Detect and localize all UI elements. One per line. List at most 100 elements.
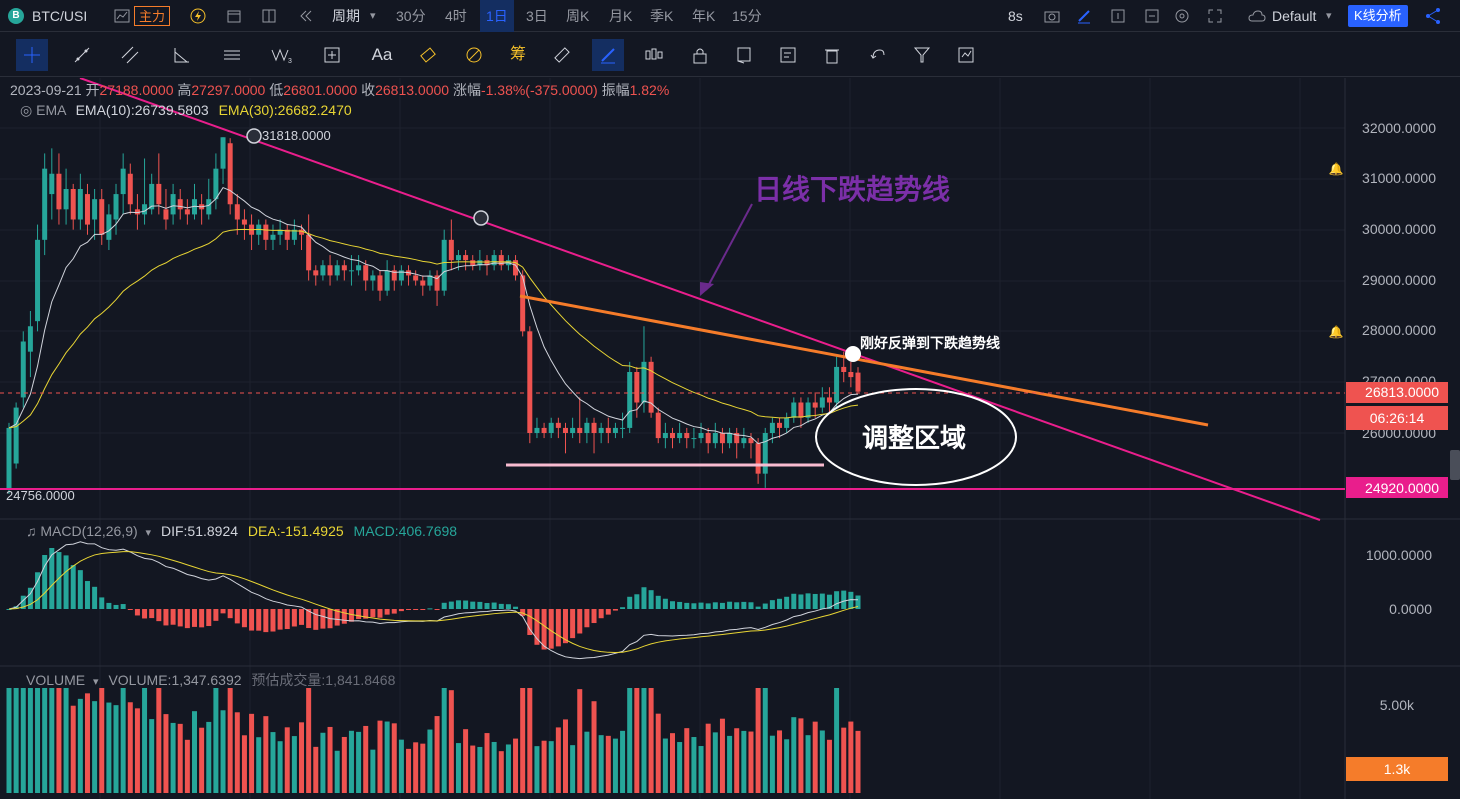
measure-icon[interactable] bbox=[316, 39, 348, 71]
fullscreen-icon[interactable] bbox=[1207, 0, 1223, 32]
add-window-icon[interactable] bbox=[1110, 0, 1126, 32]
alert-bell-icon[interactable]: 🔔 bbox=[1329, 325, 1344, 339]
interval-week[interactable]: 周K bbox=[566, 8, 590, 24]
undo-icon[interactable] bbox=[862, 39, 894, 71]
ema-name[interactable]: EMA bbox=[36, 102, 66, 118]
main-indicator-button[interactable]: 主力 bbox=[134, 6, 171, 26]
interval-15m[interactable]: 15分 bbox=[732, 8, 762, 24]
chevron-down-icon[interactable]: ▾ bbox=[93, 676, 99, 688]
macd-bar bbox=[391, 609, 397, 614]
downtrend-annotation[interactable]: 日线下跌趋势线 bbox=[754, 174, 950, 205]
candle-body bbox=[348, 270, 354, 272]
macd-bar bbox=[520, 609, 526, 616]
swing-high-marker[interactable] bbox=[473, 210, 489, 226]
volume-bar bbox=[370, 749, 376, 793]
camera-icon[interactable] bbox=[1044, 0, 1060, 32]
swing-high-marker[interactable] bbox=[246, 128, 262, 144]
interval-30m[interactable]: 30分 bbox=[396, 8, 426, 24]
wave-icon[interactable]: 3 bbox=[266, 39, 298, 71]
rewind-icon[interactable] bbox=[298, 0, 314, 32]
open-value: 27188.0000 bbox=[99, 82, 174, 98]
candle-body bbox=[92, 199, 98, 220]
trash-icon[interactable] bbox=[816, 39, 848, 71]
kline-analysis-button[interactable]: K线分析 bbox=[1348, 5, 1408, 27]
cloud-icon[interactable] bbox=[1248, 0, 1266, 32]
pen-icon[interactable] bbox=[1076, 0, 1092, 32]
macd-bar bbox=[791, 593, 797, 609]
candle-body bbox=[498, 255, 504, 266]
eye-icon[interactable]: ◎ bbox=[20, 102, 33, 118]
interval-1d[interactable]: 1日 bbox=[480, 0, 514, 32]
adjustment-zone-ellipse[interactable] bbox=[815, 388, 1017, 486]
candle-body bbox=[363, 265, 369, 281]
zone-annotation[interactable]: 调整区域 bbox=[862, 423, 966, 453]
bounce-point-marker[interactable] bbox=[845, 346, 861, 362]
macd-bar bbox=[263, 609, 269, 633]
chevron-down-icon[interactable]: ▾ bbox=[145, 527, 152, 539]
volume-bar bbox=[505, 744, 511, 793]
interval-quarter[interactable]: 季K bbox=[650, 8, 674, 24]
interval-month[interactable]: 月K bbox=[609, 8, 633, 24]
macd-bar bbox=[470, 601, 476, 609]
main-indicator-icon[interactable] bbox=[114, 0, 130, 32]
ema-legend: ◎ EMA EMA(10):26739.5803 EMA(30):26682.2… bbox=[20, 102, 352, 119]
volume-bar bbox=[313, 746, 319, 793]
bell-icon[interactable]: ♫ bbox=[26, 523, 37, 539]
fib-icon[interactable]: 筹 bbox=[509, 46, 526, 63]
refresh-label[interactable]: 8s bbox=[1008, 8, 1023, 24]
interval-year[interactable]: 年K bbox=[692, 8, 716, 24]
parallel-channel-icon[interactable] bbox=[114, 39, 146, 71]
chevron-down-icon[interactable]: ▾ bbox=[1326, 10, 1332, 22]
scroll-handle[interactable] bbox=[1450, 450, 1460, 480]
share-icon[interactable] bbox=[1424, 0, 1442, 32]
macd-name[interactable]: MACD(12,26,9) bbox=[40, 523, 138, 539]
volume-bar bbox=[520, 688, 526, 793]
symbol-logo[interactable]: B bbox=[8, 8, 24, 24]
lock-icon[interactable] bbox=[684, 39, 716, 71]
candle-body bbox=[727, 433, 733, 444]
candle-body bbox=[334, 265, 340, 276]
brush-icon[interactable] bbox=[592, 39, 624, 71]
macd-bar bbox=[142, 609, 148, 619]
calendar-icon[interactable] bbox=[226, 0, 242, 32]
layout-icon[interactable] bbox=[261, 0, 277, 32]
flash-icon[interactable] bbox=[190, 0, 206, 32]
compare-icon[interactable] bbox=[1144, 0, 1160, 32]
resistance-line[interactable] bbox=[519, 294, 1209, 427]
interval-4h[interactable]: 4时 bbox=[445, 8, 467, 24]
trendline-icon[interactable] bbox=[66, 39, 98, 71]
daily-downtrend-line[interactable] bbox=[79, 78, 1321, 521]
snapshot-icon[interactable] bbox=[950, 39, 982, 71]
candles-icon[interactable] bbox=[638, 39, 670, 71]
bounce-annotation[interactable]: 刚好反弹到下跌趋势线 bbox=[860, 335, 1000, 351]
annotation-arrow-head bbox=[700, 282, 714, 296]
macd-bar bbox=[127, 609, 133, 610]
layout-name[interactable]: Default bbox=[1272, 8, 1317, 24]
period-dropdown[interactable]: 周期 bbox=[332, 8, 360, 24]
volume-tag-text: 1.3k bbox=[1384, 761, 1411, 777]
filter-icon[interactable] bbox=[906, 39, 938, 71]
chevron-down-icon[interactable]: ▾ bbox=[370, 10, 376, 22]
horizontal-lines-icon[interactable] bbox=[216, 39, 248, 71]
volume-bar bbox=[605, 735, 611, 793]
volume-bar bbox=[99, 688, 105, 793]
settings-icon[interactable] bbox=[1174, 0, 1190, 32]
alert-bell-icon[interactable]: 🔔 bbox=[1329, 162, 1344, 176]
candle-body bbox=[56, 173, 62, 210]
candle-body bbox=[855, 372, 861, 392]
chart-area[interactable]: 32000.0000 31000.0000 30000.0000 29000.0… bbox=[0, 78, 1460, 799]
candle-body bbox=[620, 427, 626, 429]
copy-icon[interactable] bbox=[728, 39, 760, 71]
volume-bar bbox=[805, 735, 811, 793]
ruler-icon[interactable] bbox=[546, 39, 578, 71]
text-icon[interactable]: Aa bbox=[371, 45, 393, 64]
interval-3d[interactable]: 3日 bbox=[526, 8, 548, 24]
crosshair-icon[interactable] bbox=[16, 39, 48, 71]
volume-name[interactable]: VOLUME bbox=[26, 672, 86, 688]
magnet-icon[interactable] bbox=[458, 39, 490, 71]
angle-icon[interactable] bbox=[166, 39, 198, 71]
symbol-name[interactable]: BTC/USI bbox=[32, 8, 88, 24]
macd-bar bbox=[641, 587, 647, 609]
eraser-icon[interactable] bbox=[412, 39, 444, 71]
note-icon[interactable] bbox=[772, 39, 804, 71]
